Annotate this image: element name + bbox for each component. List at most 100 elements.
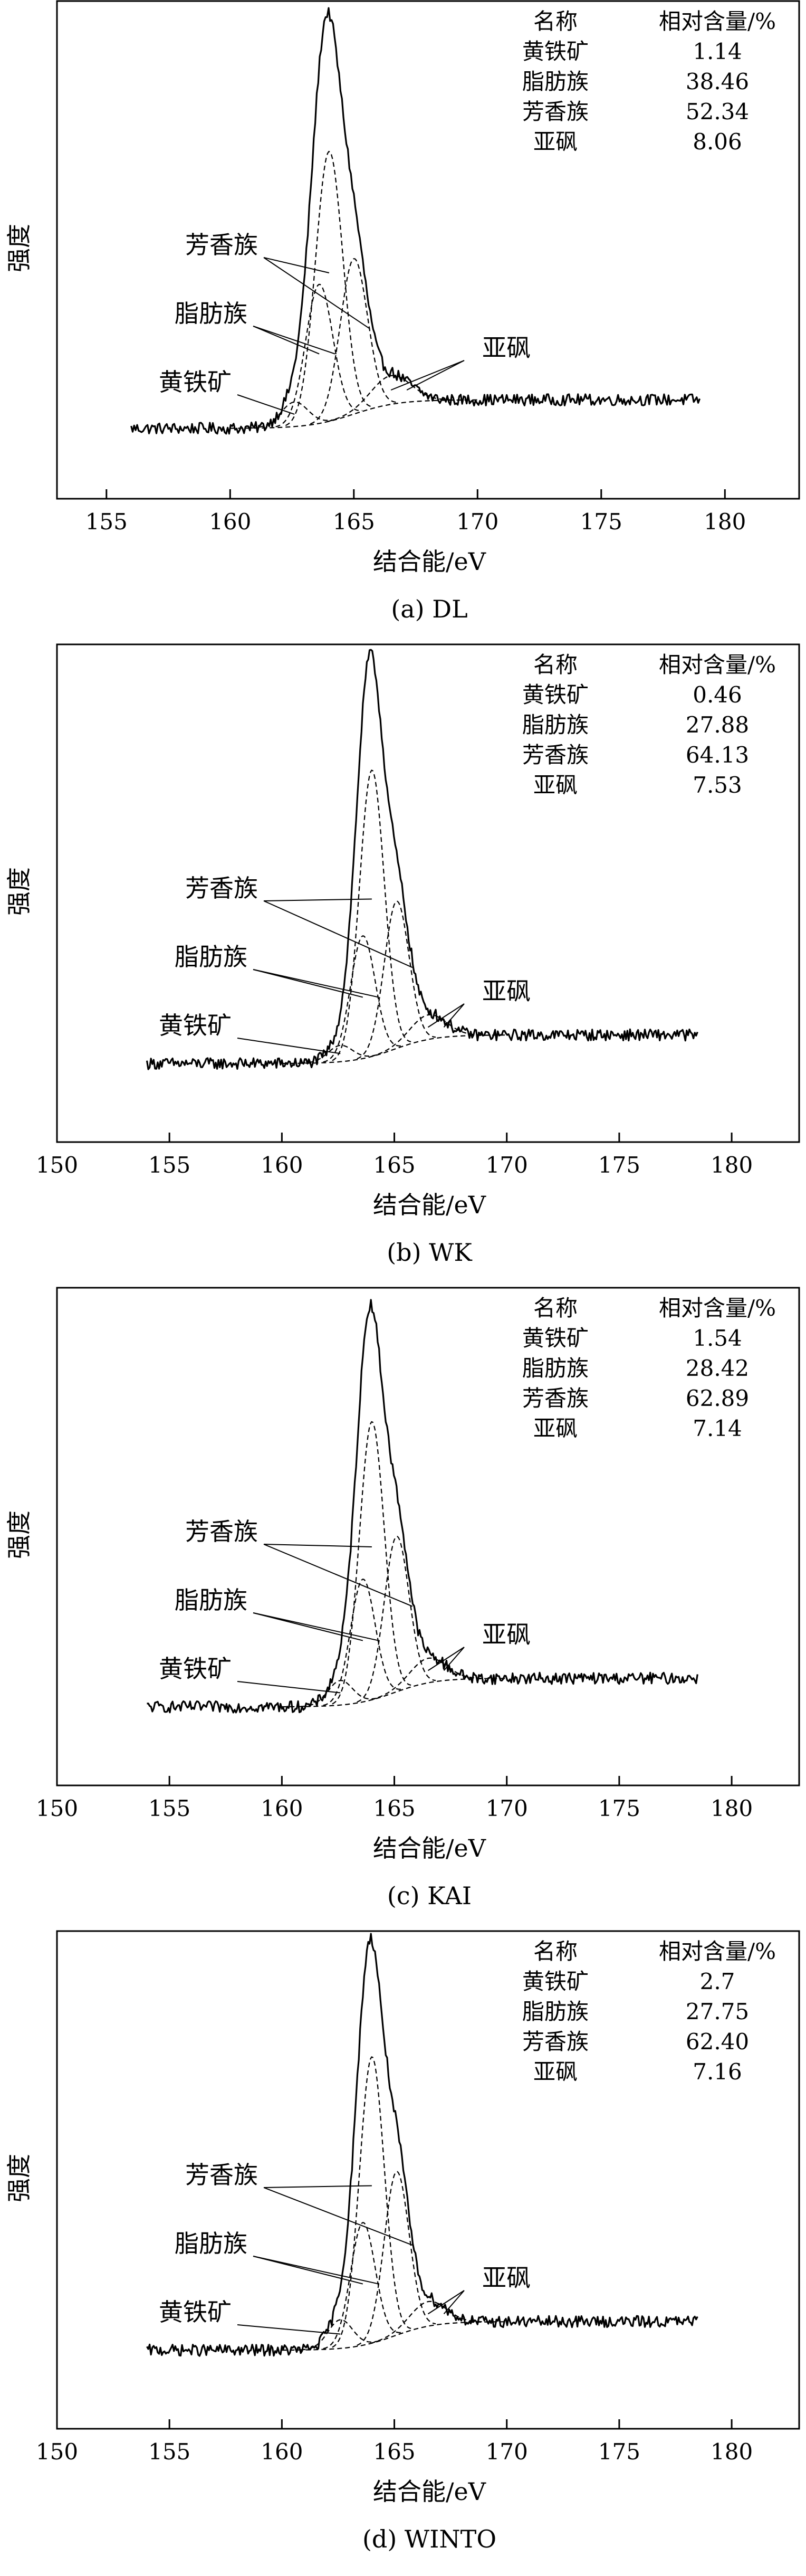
x-tick-label: 155 xyxy=(148,1152,190,1178)
annotation-label: 亚砜 xyxy=(482,977,531,1005)
x-tick-label: 160 xyxy=(261,1795,303,1821)
table-header-content: 相对含量/% xyxy=(659,1295,776,1321)
chart-panel-2: 150 155 160 165 170 175 180 结合能/eV 强度 (b) WK 名称 相对含… xyxy=(5,643,800,1267)
fit-component-5 xyxy=(327,375,454,422)
annotation-label: 脂肪族 xyxy=(175,943,247,971)
x-tick-label: 180 xyxy=(711,1795,753,1821)
annotation-arrow xyxy=(237,394,295,415)
x-tick-label: 150 xyxy=(36,2439,78,2465)
table-cell-value: 62.40 xyxy=(686,2029,749,2055)
annotation-arrow xyxy=(253,2256,379,2285)
fit-component-2 xyxy=(275,283,362,427)
plot-frame xyxy=(56,1287,800,1786)
annotation-arrow xyxy=(263,257,370,329)
table-header-name: 名称 xyxy=(533,1295,578,1321)
composition-table: 名称 相对含量/% 黄铁矿 1.14 脂肪族 38.46 芳香族 52.34 亚砜 8.06 xyxy=(522,8,776,155)
annotation-arrow xyxy=(427,1003,465,1028)
table-header-content: 相对含量/% xyxy=(659,1938,776,1964)
annotation-label: 芳香族 xyxy=(185,231,258,259)
fit-component-1 xyxy=(301,1044,380,1064)
table-cell-value: 2.7 xyxy=(700,1969,735,1994)
measured-spectrum xyxy=(146,649,698,1070)
table-cell-name: 亚砜 xyxy=(533,2059,578,2085)
annotation-label: 黄铁矿 xyxy=(159,2298,232,2326)
x-tick-label: 155 xyxy=(148,1795,190,1821)
fit-component-1 xyxy=(251,401,338,429)
panel-caption: (b) WK xyxy=(387,1238,473,1267)
table-cell-name: 芳香族 xyxy=(522,1385,589,1411)
x-tick-label: 150 xyxy=(36,1152,78,1178)
annotation-label: 脂肪族 xyxy=(175,299,247,328)
annotation-arrow xyxy=(263,2185,372,2188)
chart-panel-3: 150 155 160 165 170 175 180 结合能/eV 强度 (c) KAI 名称 相对… xyxy=(5,1287,800,1910)
table-cell-name: 脂肪族 xyxy=(522,1355,589,1381)
table-cell-value: 27.75 xyxy=(686,1999,749,2024)
x-tick-label: 160 xyxy=(261,2439,303,2465)
fit-component-3 xyxy=(332,769,411,1061)
y-axis-title: 强度 xyxy=(5,2154,33,2202)
measured-spectrum xyxy=(147,1299,698,1714)
panel-caption: (d) WINTO xyxy=(362,2525,496,2553)
y-axis-title: 强度 xyxy=(5,1510,33,1559)
annotation-arrow xyxy=(237,1681,341,1694)
x-tick-label: 180 xyxy=(711,1152,753,1178)
annotation-arrow xyxy=(253,326,320,355)
annotation-label: 亚砜 xyxy=(482,1620,531,1649)
annotation-arrow xyxy=(253,969,379,998)
x-axis-title: 结合能/eV xyxy=(373,1834,486,1862)
fit-component-4 xyxy=(357,1536,436,1703)
x-tick-label: 165 xyxy=(373,1795,415,1821)
annotation-label: 黄铁矿 xyxy=(159,1655,232,1683)
x-tick-label: 170 xyxy=(486,1152,528,1178)
x-tick-label: 175 xyxy=(598,1795,640,1821)
annotation-arrow xyxy=(263,900,413,968)
table-cell-name: 黄铁矿 xyxy=(522,1969,589,1994)
x-tick-label: 170 xyxy=(456,509,498,535)
table-cell-name: 脂肪族 xyxy=(522,1999,589,2024)
composition-table: 名称 相对含量/% 黄铁矿 2.7 脂肪族 27.75 芳香族 62.40 亚砜 7.16 xyxy=(522,1938,776,2085)
annotation-label: 脂肪族 xyxy=(175,1586,247,1614)
x-axis-title: 结合能/eV xyxy=(373,1191,486,1219)
composition-table: 名称 相对含量/% 黄铁矿 0.46 脂肪族 27.88 芳香族 64.13 亚砜 7.53 xyxy=(522,652,776,798)
fit-component-2 xyxy=(323,935,402,1063)
table-cell-name: 芳香族 xyxy=(522,99,589,125)
x-tick-label: 170 xyxy=(486,1795,528,1821)
table-cell-name: 亚砜 xyxy=(533,772,578,798)
fit-component-4 xyxy=(310,258,397,425)
chart-panel-4: 150 155 160 165 170 175 180 结合能/eV 强度 (d) WINTO 名称… xyxy=(5,1930,800,2553)
annotation-label: 黄铁矿 xyxy=(159,368,232,396)
x-tick-label: 155 xyxy=(148,2439,190,2465)
annotation-label: 芳香族 xyxy=(185,1517,258,1546)
annotation-arrow xyxy=(263,1544,413,1607)
table-cell-value: 38.46 xyxy=(686,69,749,94)
annotation-arrow xyxy=(263,1544,372,1547)
panel-caption: (c) KAI xyxy=(387,1881,472,1910)
chart-panel-1: 155 160 165 170 175 180 结合能/eV 强度 (a) DL 名称 相对含量/%… xyxy=(5,0,800,623)
table-cell-value: 27.88 xyxy=(686,712,749,738)
table-cell-value: 1.54 xyxy=(693,1325,742,1351)
annotation-label: 脂肪族 xyxy=(175,2229,247,2258)
annotation-label: 亚砜 xyxy=(482,2264,531,2292)
annotation-arrow xyxy=(427,1647,465,1671)
fit-baseline xyxy=(230,399,478,429)
x-axis-title: 结合能/eV xyxy=(373,547,486,576)
table-cell-name: 脂肪族 xyxy=(522,712,589,738)
annotation-arrow xyxy=(427,2290,465,2315)
x-tick-label: 170 xyxy=(486,2439,528,2465)
fit-component-3 xyxy=(285,150,372,426)
x-tick-label: 175 xyxy=(580,509,622,535)
measured-spectrum xyxy=(146,1933,698,2357)
plot-frame xyxy=(56,0,800,500)
x-tick-label: 165 xyxy=(373,2439,415,2465)
table-header-content: 相对含量/% xyxy=(659,652,776,678)
annotation-arrow xyxy=(263,257,330,273)
x-tick-label: 165 xyxy=(373,1152,415,1178)
fit-component-1 xyxy=(301,2319,380,2351)
table-cell-value: 28.42 xyxy=(686,1355,749,1381)
table-cell-value: 0.46 xyxy=(693,682,742,708)
annotation-arrow xyxy=(263,2187,413,2246)
fit-component-3 xyxy=(332,2056,411,2348)
annotation-arrow xyxy=(237,1038,341,1054)
x-tick-label: 180 xyxy=(711,2439,753,2465)
table-cell-name: 亚砜 xyxy=(533,129,578,155)
